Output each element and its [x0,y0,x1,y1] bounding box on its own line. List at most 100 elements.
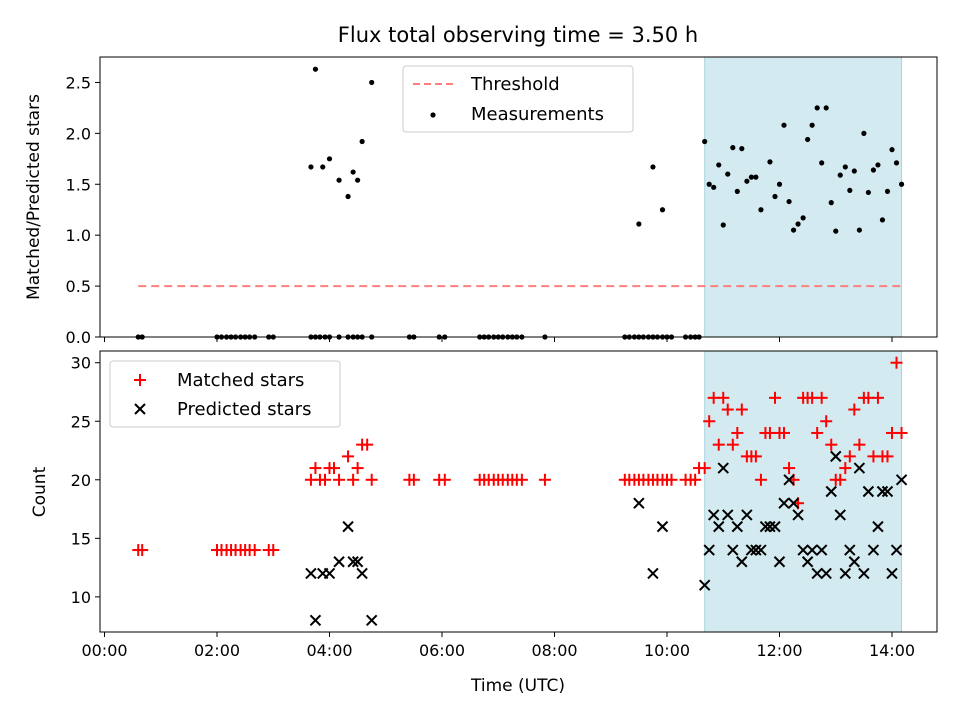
measurement-point [345,193,351,200]
matched-point [365,473,378,486]
predicted-point [656,520,669,533]
measurement-point [702,138,708,145]
predicted-point [858,567,870,580]
predicted-point [806,544,818,556]
count-y-axis-label: Count [30,466,50,517]
predicted-point [834,509,846,521]
measurement-point [781,122,787,128]
measurement-point [879,217,886,223]
y-tick-label: 1.5 [66,175,91,194]
matched-point [248,544,261,557]
y-tick-label: 0.0 [66,328,91,347]
predicted-point [713,520,725,533]
predicted-point [722,509,734,521]
matched-point [731,426,744,439]
predicted-point [333,556,345,568]
predicted-point [750,544,762,556]
matched-point [778,426,790,439]
predicted-point [365,614,378,626]
predicted-point [895,474,908,486]
predicted-point [755,544,767,556]
measurement-point [758,207,764,213]
measurement-point [720,222,726,228]
x-tick-label: 00:00 [81,641,127,660]
predicted-point [815,544,828,556]
predicted-point [356,567,368,580]
measurement-point [369,79,375,86]
measurement-point [772,193,778,200]
measurement-point [336,177,342,183]
x-tick-label: 08:00 [531,641,577,660]
predicted-point [839,567,852,580]
predicted-point [741,509,753,521]
chart-title: Flux total observing time = 3.50 h [338,23,698,47]
matched-point [825,438,838,451]
y-tick-label: 15 [71,529,91,548]
x-tick-label: 04:00 [306,641,352,660]
x-tick-label: 14:00 [869,641,915,660]
predicted-point [764,520,776,533]
measurement-point [730,145,736,151]
matched-point [351,462,364,475]
measurement-point [744,178,750,184]
count-y-ticks: 10 15 20 25 30 [71,354,100,607]
ratio-panel: 0.0 0.5 1.0 1.5 2.0 2.5 Flux total observing … [24,23,938,347]
legend-measurements-swatch [430,112,436,118]
count-panel: 10 15 20 25 30 00:00 02:00 04:00 06:00 08:00 10:0… [30,350,938,696]
measurement-point [767,159,773,165]
predicted-point [801,556,814,568]
count-axes-frame [99,350,938,633]
measurement-point [312,66,319,72]
matched-point [407,473,420,486]
y-tick-label: 20 [71,471,91,490]
matched-point [538,473,551,486]
measurement-point [898,181,905,187]
measurement-point [884,188,891,194]
predicted-point [872,520,884,533]
predicted-point [745,544,758,556]
measurement-point [753,174,759,180]
predicted-point [351,556,364,568]
ratio-legend: Threshold Measurements [402,65,634,133]
matched-point [890,356,903,369]
predicted-point [647,567,659,580]
matched-point [717,391,730,404]
measurement-point [786,198,792,205]
predicted-point [848,556,861,568]
measurement-point [837,172,843,178]
measurement-point [833,228,839,234]
measurement-point [711,184,717,190]
measurement-point [842,164,848,170]
matched-point [347,473,360,486]
y-tick-label: 25 [71,412,91,431]
matched-point [853,438,866,451]
measurement-point [875,162,881,168]
predicted-point [769,520,781,533]
matched-point [769,391,781,404]
legend-measurements-label: Measurements [471,104,604,125]
matched-point [309,462,322,475]
matched-point [783,462,796,475]
legend-threshold-label: Threshold [470,74,560,95]
matched-point [267,544,280,557]
predicted-point [323,567,336,580]
measurement-point [809,122,815,128]
measurement-point [865,189,871,196]
matched-point [848,403,861,416]
x-tick-label: 10:00 [644,641,690,660]
y-tick-label: 0.5 [66,277,91,296]
matched-point [834,473,847,486]
predicted-point [820,567,832,580]
matched-point [871,391,884,404]
matched-point [689,473,702,486]
measurement-point [856,227,862,233]
matched-point [735,403,748,416]
predicted-point [633,497,645,509]
x-tick-label: 06:00 [419,641,465,660]
matched-point [726,438,739,451]
predicted-point [787,497,800,509]
measurement-point [795,221,801,227]
ratio-y-ticks: 0.0 0.5 1.0 1.5 2.0 2.5 [66,73,100,347]
predicted-point [305,567,317,580]
measurement-point [823,105,829,111]
